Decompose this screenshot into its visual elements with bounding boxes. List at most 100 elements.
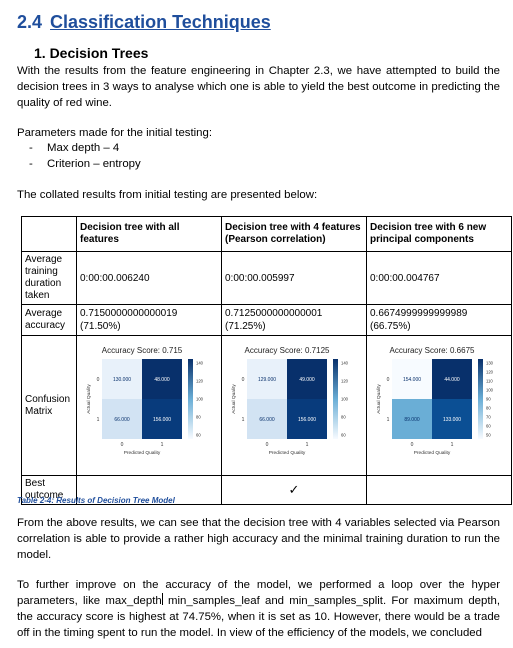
y-axis-label: Actual Quality [376,383,382,413]
confusion-matrix-chart: Accuracy Score: 0.6675 154.000 44.000 89.00… [376,346,494,456]
colorbar-tick: 80 [486,405,491,410]
matrix-title: Accuracy Score: 0.715 [102,346,183,355]
y-tick: 0 [242,377,245,383]
accuracy-cell: 0.7125000000000001 (71.25%) [221,304,367,336]
y-axis-label: Actual Quality [86,383,92,413]
matrix-cell-label: 156.000 [298,417,316,423]
confusion-matrix-chart: Accuracy Score: 0.715 130.000 48.000 66.000… [86,346,204,456]
x-axis-label: Predicted Quality [124,450,161,456]
matrix-cell [247,398,287,439]
colorbar-tick: 120 [486,369,494,374]
param-item: - Max depth – 4 [29,142,120,154]
colorbar [188,358,193,439]
matrix-cell-label: 129.000 [258,377,276,383]
matrix-cell [287,358,327,399]
results-table: Decision tree with all features Decision… [21,216,512,505]
subsection-heading: 1. Decision Trees [34,45,149,61]
matrix-title: Accuracy Score: 0.6675 [390,346,475,355]
x-tick: 1 [306,442,309,448]
duration-cell: 0:00:00.006240 [76,251,222,305]
table-header-all-features: Decision tree with all features [76,216,222,252]
section-heading: 2.4 Classification Techniques [17,12,271,33]
text-cursor [161,593,163,605]
colorbar-tick: 80 [341,414,346,419]
table-header-row: Decision tree with all features Decision… [21,216,512,252]
colorbar-tick: 70 [486,414,491,419]
x-tick: 0 [411,442,414,448]
colorbar-tick: 140 [196,360,204,365]
confusion-cell: Accuracy Score: 0.6675 154.000 44.000 89.00… [366,335,512,476]
x-tick: 1 [161,442,164,448]
table-header-pca: Decision tree with 6 new principal compo… [366,216,512,252]
params-intro: Parameters made for the initial testing: [17,127,212,139]
conclusion-paragraph: From the above results, we can see that … [17,517,500,561]
table-header-pearson: Decision tree with 4 features (Pearson c… [221,216,367,252]
y-tick: 0 [97,377,100,383]
matrix-cell-label: 48.000 [154,377,170,383]
colorbar-tick: 60 [196,432,201,437]
table-header-empty [21,216,77,252]
matrix-cell [287,398,327,439]
colorbar-tick: 140 [341,360,349,365]
colorbar-tick: 130 [486,360,494,365]
colorbar-tick: 100 [341,396,349,401]
matrix-cell-label: 66.000 [114,417,130,423]
matrix-cell [432,398,472,439]
colorbar-tick: 100 [196,396,204,401]
matrix-cell-label: 154.000 [403,377,421,383]
intro-paragraph: With the results from the feature engine… [17,65,500,109]
x-tick: 0 [266,442,269,448]
row-label-duration: Average training duration taken [21,251,77,305]
matrix-cell [392,398,432,439]
colorbar-tick: 120 [341,378,349,383]
colorbar-tick: 60 [341,432,346,437]
colorbar [333,358,338,439]
matrix-cell [102,398,142,439]
table-caption: Table 2-4: Results of Decision Tree Mode… [17,496,175,505]
further-paragraph: To further improve on the accuracy of th… [17,579,500,639]
x-tick: 0 [121,442,124,448]
section-number: 2.4 [17,12,43,32]
accuracy-cell: 0.7150000000000019 (71.50%) [76,304,222,336]
results-intro: The collated results from initial testin… [17,189,318,201]
best-cell [76,475,222,505]
y-axis-label: Actual Quality [231,383,237,413]
y-tick: 1 [97,417,100,423]
x-axis-label: Predicted Quality [269,450,306,456]
y-tick: 0 [387,377,390,383]
matrix-cell [102,358,142,399]
table-row: Confusion Matrix Accuracy Score: 0.715 13… [21,335,512,476]
row-label-accuracy: Average accuracy [21,304,77,336]
duration-cell: 0:00:00.005997 [221,251,367,305]
x-axis-label: Predicted Quality [414,450,451,456]
matrix-cell-label: 133.000 [443,417,461,423]
colorbar [478,358,483,439]
param-item: - Criterion – entropy [29,158,141,170]
matrix-title: Accuracy Score: 0.7125 [245,346,330,355]
y-tick: 1 [242,417,245,423]
matrix-cell-label: 89.000 [404,417,420,423]
matrix-cell [432,358,472,399]
matrix-cell-label: 44.000 [444,377,460,383]
accuracy-cell: 0.6674999999999989 (66.75%) [366,304,512,336]
y-tick: 1 [387,417,390,423]
table-row: Average accuracy 0.7150000000000019 (71.5… [21,304,512,336]
confusion-cell: Accuracy Score: 0.7125 129.000 49.000 66.00… [221,335,367,476]
row-label-confusion: Confusion Matrix [21,335,77,476]
row-label-best: Best outcome [21,475,77,505]
table-row: Average training duration taken 0:00:00.… [21,251,512,305]
colorbar-tick: 60 [486,423,491,428]
matrix-cell [392,358,432,399]
matrix-cell [142,358,182,399]
matrix-cell-label: 156.000 [153,417,171,423]
matrix-cell [247,358,287,399]
x-tick: 1 [451,442,454,448]
matrix-cell-label: 49.000 [299,377,315,383]
confusion-matrix-chart: Accuracy Score: 0.7125 129.000 49.000 66.00… [231,346,349,456]
colorbar-tick: 100 [486,387,494,392]
colorbar-tick: 90 [486,396,491,401]
table-row: Best outcome ✓ [21,475,512,505]
duration-cell: 0:00:00.004767 [366,251,512,305]
best-checkmark: ✓ [221,475,367,505]
colorbar-tick: 120 [196,378,204,383]
